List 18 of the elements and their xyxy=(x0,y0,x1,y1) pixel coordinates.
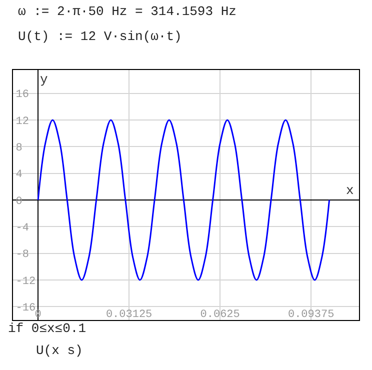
y-tick-label: -8 xyxy=(16,249,30,262)
y-tick-label: -4 xyxy=(16,222,30,235)
y-tick-label: 12 xyxy=(16,116,30,128)
text: ω := 2·π·50 Hz = 314.1593 Hz xyxy=(18,4,236,19)
text: if 0≤x≤0.1 xyxy=(8,321,86,336)
x-tick-label: 0.03125 xyxy=(106,309,152,321)
line-series xyxy=(37,119,330,281)
y-axis-title: y xyxy=(40,72,48,87)
y-tick-label: -16 xyxy=(16,302,36,315)
y-tick-label: 4 xyxy=(16,169,23,182)
text: U(x s) xyxy=(36,343,83,358)
text: U(t) := 12 V·sin(ω·t) xyxy=(18,29,182,44)
y-tick-label: 8 xyxy=(16,142,22,155)
y-tick-label: -12 xyxy=(16,276,36,288)
x-tick-label: 0.09375 xyxy=(288,309,334,321)
x-tick-label: 0.0625 xyxy=(200,309,240,321)
x-axis-title: x xyxy=(346,183,354,198)
y-tick-label: 16 xyxy=(16,89,30,102)
